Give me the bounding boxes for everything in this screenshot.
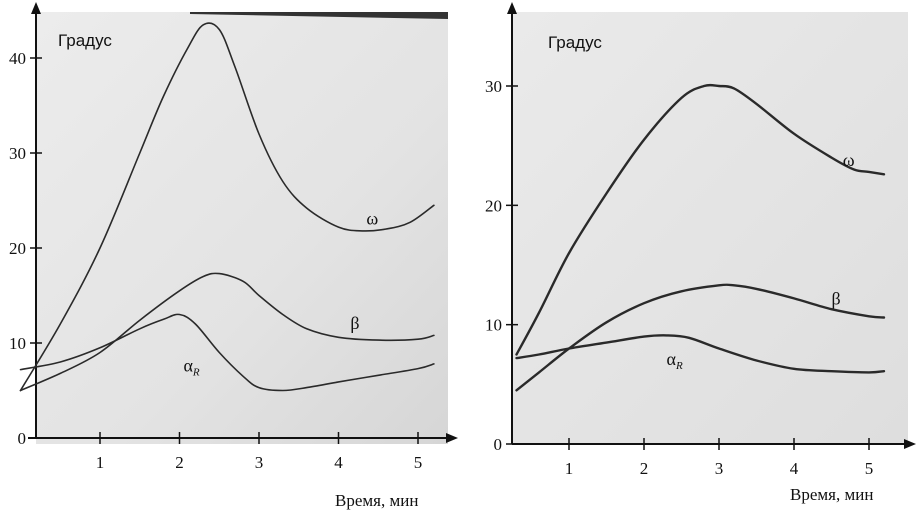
right-y-tick-label: 10 [485,316,502,335]
left-beta-line [19,272,435,392]
left-axes: 0 10 20 30 40 1 2 3 4 5 [9,2,458,472]
right-x-tick-label: 2 [640,459,649,478]
right-omega-label: ω [843,150,855,170]
right-x-tick-label: 4 [790,459,799,478]
left-y-tick-label: 40 [9,49,26,68]
left-y-axis-arrow [31,2,41,14]
left-y-tick-label: 30 [9,144,26,163]
left-alpha-r-line [19,313,435,392]
left-y-tick-label: 20 [9,239,26,258]
left-omega-label: ω [366,208,378,228]
left-y-axis-title: Градус [58,31,112,50]
right-x-axis-title: Время, мин [790,485,873,504]
right-y-tick-label: 30 [485,77,502,96]
left-x-tick-label: 4 [334,453,343,472]
left-dark-corner [190,12,448,19]
right-plot-background [512,12,908,444]
left-y-tick-label: 10 [9,334,26,353]
right-chart-panel: 0 10 20 30 1 2 3 4 5 ω β αR Градус Время, мин [485,2,916,504]
left-x-tick-label: 2 [175,453,184,472]
right-beta-label: β [832,288,841,308]
left-series-group: ω β αR [19,22,435,392]
right-alpha-r-line [515,334,886,374]
left-plot-background [36,12,448,444]
left-x-tick-label: 3 [255,453,264,472]
right-omega-line [515,83,886,356]
right-alpha-r-label: αR [667,349,683,372]
right-x-axis-arrow [904,439,916,449]
left-alpha-r-label: αR [183,356,199,379]
left-chart-panel: 0 10 20 30 40 1 2 3 4 5 ω β αR Градус Время, мин [9,2,458,510]
right-y-tick-label: 0 [494,435,503,454]
left-beta-label: β [350,313,359,333]
right-y-axis-arrow [507,2,517,14]
right-axes: 0 10 20 30 1 2 3 4 5 [485,2,916,478]
left-x-axis-title: Время, мин [335,491,418,510]
right-series-group: ω β αR [515,83,886,392]
right-y-axis-title: Градус [548,33,602,52]
left-y-tick-label: 0 [18,429,27,448]
left-x-axis-arrow [446,433,458,443]
right-y-tick-label: 20 [485,196,502,215]
left-x-tick-label: 5 [414,453,423,472]
right-x-tick-label: 5 [865,459,874,478]
right-x-tick-label: 1 [565,459,574,478]
left-x-tick-label: 1 [96,453,105,472]
right-x-tick-label: 3 [715,459,724,478]
left-omega-line [19,22,435,392]
